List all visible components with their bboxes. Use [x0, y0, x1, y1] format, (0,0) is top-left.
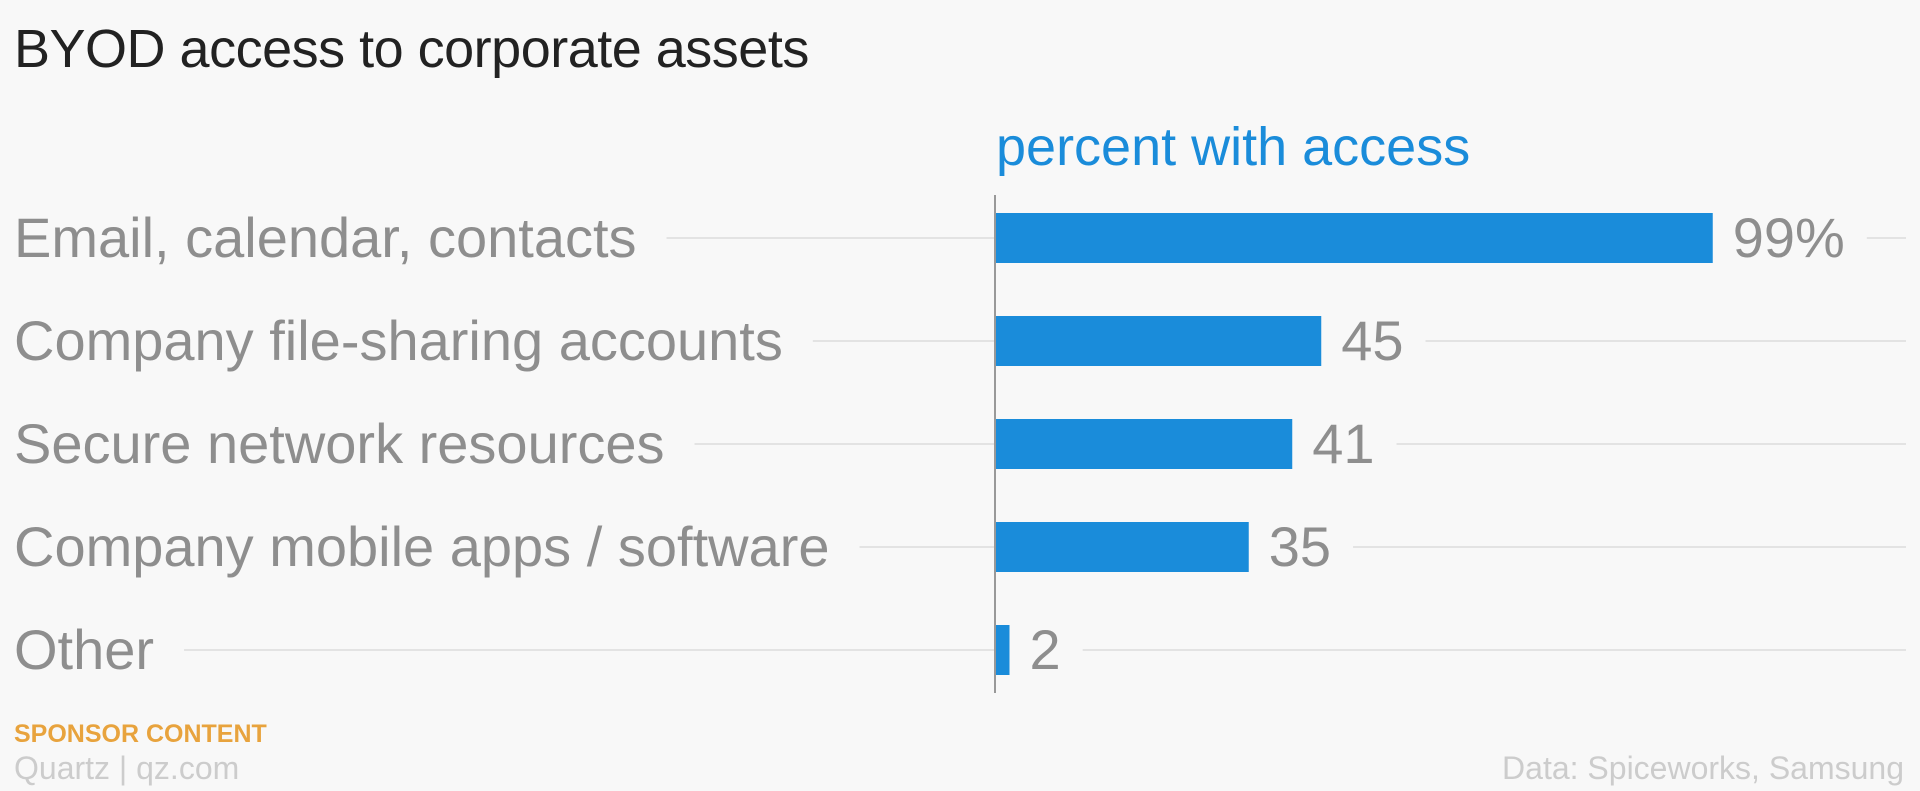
- chart-title: BYOD access to corporate assets: [14, 19, 809, 79]
- bar: [995, 522, 1249, 572]
- category-label: Secure network resources: [14, 412, 665, 475]
- category-label: Other: [14, 618, 154, 681]
- bar: [995, 625, 1010, 675]
- publisher-credit: Quartz | qz.com: [14, 750, 240, 786]
- value-label: 2: [1030, 618, 1061, 681]
- data-source: Data: Spiceworks, Samsung: [1502, 750, 1904, 786]
- category-label: Company file-sharing accounts: [14, 309, 783, 372]
- value-label: 45: [1341, 309, 1403, 372]
- category-label: Company mobile apps / software: [14, 515, 830, 578]
- value-label: 35: [1269, 515, 1331, 578]
- category-label: Email, calendar, contacts: [14, 206, 637, 269]
- chart-subtitle: percent with access: [996, 117, 1471, 177]
- value-label: 99%: [1733, 206, 1845, 269]
- bar: [995, 213, 1713, 263]
- bar: [995, 316, 1322, 366]
- sponsor-label: SPONSOR CONTENT: [14, 720, 267, 748]
- bar: [995, 419, 1293, 469]
- value-label: 41: [1312, 412, 1374, 475]
